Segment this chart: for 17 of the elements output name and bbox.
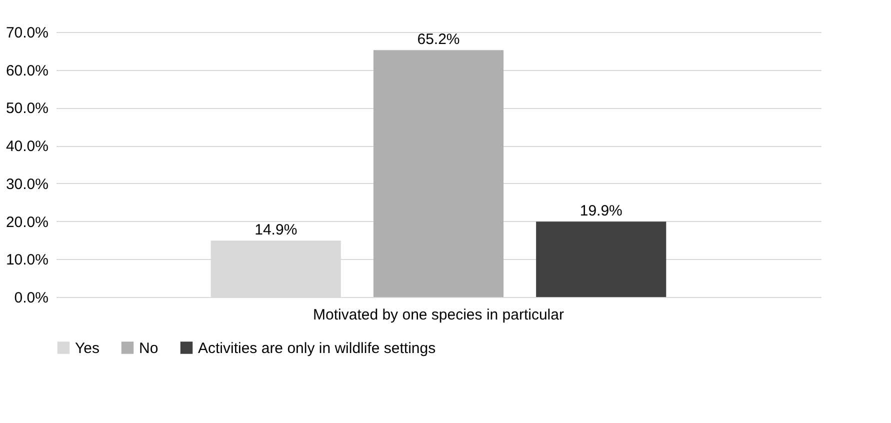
data-label: 19.9% bbox=[580, 202, 622, 220]
y-tick-label: 20.0% bbox=[6, 214, 48, 231]
y-tick-label: 60.0% bbox=[6, 62, 48, 80]
y-tick-label: 70.0% bbox=[6, 24, 48, 42]
x-tick-label: Motivated by one species in particular bbox=[313, 306, 564, 324]
data-label: 65.2% bbox=[417, 31, 460, 48]
data-label: 14.9% bbox=[254, 222, 298, 239]
bar bbox=[373, 50, 504, 297]
legend-label: Yes bbox=[75, 340, 100, 357]
y-tick-label: 30.0% bbox=[6, 176, 48, 193]
y-tick-label: 50.0% bbox=[6, 100, 48, 118]
bar bbox=[536, 222, 666, 297]
y-tick-label: 40.0% bbox=[6, 138, 48, 156]
y-tick-label: 10.0% bbox=[6, 252, 48, 269]
legend-label: Activities are only in wildlife settings bbox=[198, 340, 436, 357]
legend-label: No bbox=[139, 340, 158, 357]
y-tick-label: 0.0% bbox=[14, 290, 48, 306]
